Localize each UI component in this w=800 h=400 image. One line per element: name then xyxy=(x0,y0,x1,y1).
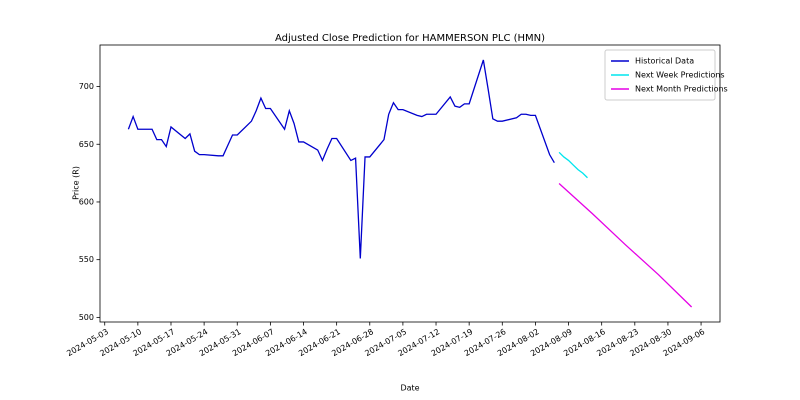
y-tick-label: 650 xyxy=(79,140,94,149)
chart-title: Adjusted Close Prediction for HAMMERSON … xyxy=(275,33,545,44)
y-tick-label: 500 xyxy=(79,313,94,322)
y-tick-label: 550 xyxy=(79,255,94,264)
line-series xyxy=(127,59,555,259)
legend-label: Historical Data xyxy=(635,57,694,66)
legend-label: Next Week Predictions xyxy=(635,71,725,80)
y-axis-label: Price (R) xyxy=(72,166,81,200)
y-tick-label: 600 xyxy=(79,197,94,206)
legend-box xyxy=(604,49,716,101)
x-axis-label: Date xyxy=(400,384,419,393)
line-series xyxy=(558,183,693,308)
legend-label: Next Month Predictions xyxy=(635,85,728,94)
line-series xyxy=(558,151,588,179)
y-tick-label: 700 xyxy=(79,82,94,91)
plot-frame xyxy=(99,44,721,323)
